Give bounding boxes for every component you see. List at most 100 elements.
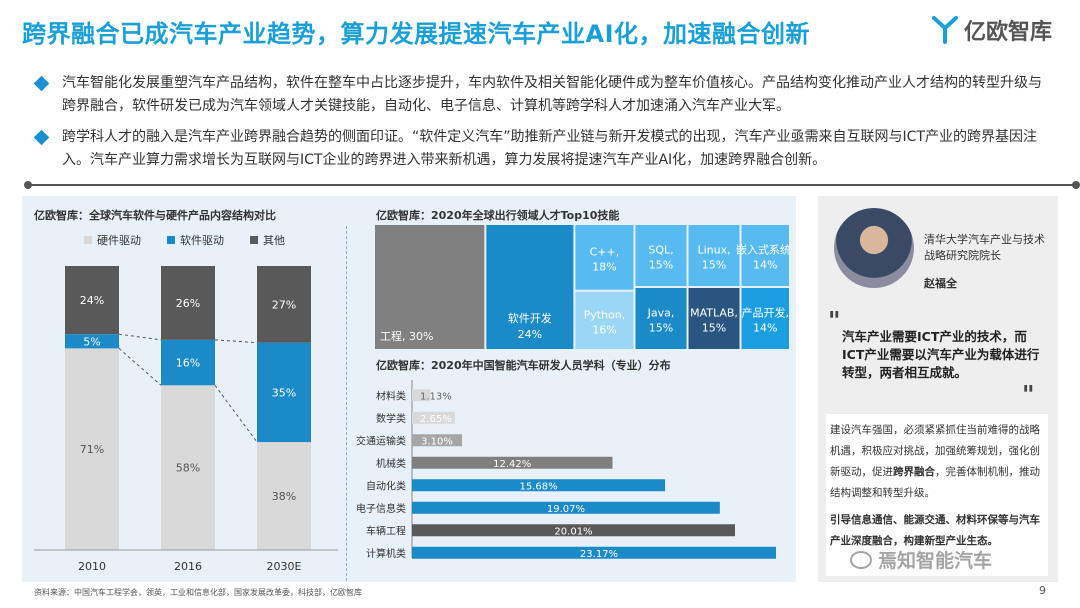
bar-segment — [65, 266, 119, 335]
divider-dot-left — [24, 181, 32, 189]
x-tick-label: 2010 — [78, 560, 106, 573]
hbar-label: 12.42% — [493, 459, 531, 470]
panel-separator — [346, 226, 347, 581]
bar-label: 24% — [80, 294, 104, 307]
bar-label: 5% — [83, 335, 100, 348]
hbar-label: 1.13% — [420, 391, 452, 402]
treemap-label: 15% — [649, 322, 673, 335]
open-quote-icon: " — [828, 306, 841, 335]
treemap-label: C++, — [590, 245, 620, 258]
bar-label: 27% — [272, 298, 296, 311]
page-title: 跨界融合已成汽车产业趋势，算力发展提速汽车产业AI化，加速融合创新 — [22, 20, 811, 48]
y-tick-label: 电子信息类 — [356, 502, 406, 515]
brand-logo: 亿欧智库 — [931, 14, 1052, 46]
notes-text: 建设汽车强国，必须紧紧抓住当前难得的战略机遇，积极应对挑战，加强统筹规划，强化创… — [830, 424, 1040, 478]
y-tick-label: 材料类 — [376, 389, 406, 402]
treemap-label: Python, — [584, 308, 626, 321]
treemap-label: 18% — [592, 260, 616, 273]
bar-segment — [161, 385, 215, 550]
logo-icon — [931, 16, 958, 44]
treemap-label: 15% — [702, 322, 726, 335]
bar-label: 16% — [176, 357, 200, 370]
treemap-cell — [486, 225, 574, 349]
treemap-label: 工程, 30% — [380, 330, 433, 343]
legend-label-hardware: 硬件驱动 — [97, 234, 141, 247]
connector-line — [214, 384, 258, 443]
notes-paragraph-2: 引导信息通信、能源交通、材料环保等与汽车产业深度融合，构建新型产业生态。 — [830, 514, 1040, 547]
hbar-label: 20.01% — [554, 526, 592, 537]
bar-segment — [65, 334, 119, 349]
treemap-label: SQL, — [648, 244, 673, 257]
connector-line — [118, 333, 162, 341]
expert-title: 清华大学汽车产业与技术战略研究院院长 — [924, 233, 1045, 262]
hbar — [412, 501, 720, 514]
hbar — [412, 524, 735, 537]
legend-item-hardware: 硬件驱动 — [84, 232, 141, 248]
close-quote-icon: " — [1022, 380, 1035, 409]
hbar-label: 3.10% — [421, 436, 453, 447]
expert-avatar — [834, 208, 914, 288]
treemap-cell — [375, 225, 485, 349]
treemap-label: Java, — [647, 307, 675, 320]
page-number: 9 — [1039, 584, 1046, 597]
legend-label-other: 其他 — [263, 234, 285, 247]
hbar — [412, 456, 613, 469]
bar-label: 38% — [272, 490, 296, 503]
y-tick-label: 自动化类 — [366, 479, 406, 492]
treemap-cell — [635, 288, 687, 349]
treemap-label: 14% — [753, 259, 777, 272]
hbar — [412, 434, 463, 447]
stacked-bar-chart: 71% 5% 24% 2010 58% 16% 26% 2016 38% 35% 27% 2030E — [34, 266, 338, 573]
treemap-label: 15% — [702, 259, 726, 272]
treemap-cell — [741, 288, 789, 349]
legend-item-other: 其他 — [250, 232, 285, 248]
bar-label: 35% — [272, 386, 296, 399]
diamond-bullet-icon — [33, 129, 50, 146]
treemap-label: 软件开发 — [508, 311, 552, 325]
treemap-cell — [741, 225, 789, 286]
expert-quote: 汽车产业需要ICT产业的技术，而ICT产业需要以汽车产业为载体进行转型，两者相互… — [842, 329, 1040, 380]
legend-label-software: 软件驱动 — [180, 234, 224, 247]
bar-segment — [257, 442, 311, 550]
diamond-bullet-icon — [33, 75, 50, 92]
hbar — [412, 479, 666, 492]
bullet-item: 汽车智能化发展重塑汽车产品结构，软件在整车中占比逐步提升，车内软件及相关智能化硬… — [33, 72, 1048, 118]
legend-swatch-software — [167, 236, 175, 244]
bullet-item: 跨学科人才的融入是汽车产业跨界融合趋势的侧面印证。“软件定义汽车”助推新产业链与… — [33, 126, 1048, 172]
y-tick-label: 交通运输类 — [356, 434, 406, 447]
notes-bold-text: 跨界融合 — [893, 466, 935, 478]
bar-label: 71% — [80, 443, 104, 456]
treemap-label: Linux, — [697, 244, 730, 257]
divider-dot-right — [1072, 181, 1080, 189]
legend-item-software: 软件驱动 — [167, 232, 224, 248]
stacked-chart-legend: 硬件驱动 软件驱动 其他 — [84, 232, 285, 248]
watermark-text: 焉知智能汽车 — [878, 550, 993, 572]
treemap-cell — [688, 288, 740, 349]
bar-segment — [161, 339, 215, 386]
bullet-text: 跨学科人才的融入是汽车产业跨界融合趋势的侧面印证。“软件定义汽车”助推新产业链与… — [62, 129, 1037, 168]
hbar — [412, 411, 455, 424]
watermark: 焉知智能汽车 — [850, 546, 992, 573]
y-tick-label: 计算机类 — [366, 547, 406, 560]
hbar — [412, 389, 431, 402]
bar-label: 26% — [176, 297, 200, 310]
legend-swatch-hardware — [84, 236, 92, 244]
treemap-cell — [688, 225, 740, 286]
treemap-cell — [635, 225, 687, 286]
treemap-cell — [575, 225, 634, 290]
bullet-text: 汽车智能化发展重塑汽车产品结构，软件在整车中占比逐步提升，车内软件及相关智能化硬… — [62, 75, 1042, 114]
section-divider — [24, 181, 1080, 189]
hbar — [412, 546, 776, 559]
hbar-label: 19.07% — [547, 504, 585, 515]
bar-segment — [257, 266, 311, 343]
treemap-label: 14% — [753, 322, 777, 335]
treemap-label: 产品开发, — [742, 306, 790, 320]
connector-line — [118, 347, 162, 386]
notes-box: 建设汽车强国，必须紧紧抓住当前难得的战略机遇，积极应对挑战，加强统筹规划，强化创… — [826, 414, 1048, 576]
notes-paragraph-1: 建设汽车强国，必须紧紧抓住当前难得的战略机遇，积极应对挑战，加强统筹规划，强化创… — [830, 420, 1042, 504]
hbar-label: 23.17% — [580, 549, 618, 560]
bar-label: 58% — [176, 462, 200, 475]
treemap-label: 15% — [649, 259, 673, 272]
hbar-label: 2.65% — [420, 414, 452, 425]
x-tick-label: 2016 — [174, 560, 202, 573]
